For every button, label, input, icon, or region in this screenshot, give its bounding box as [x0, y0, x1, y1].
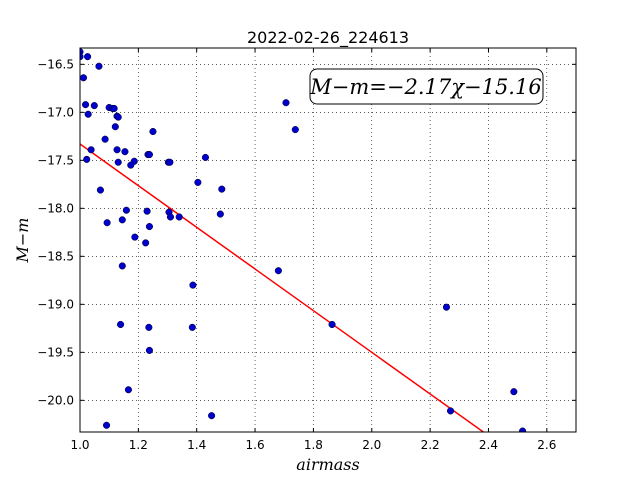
data-point — [114, 113, 122, 121]
chart-title: 2022-02-26_224613 — [247, 28, 409, 48]
data-point — [103, 421, 111, 429]
data-point — [510, 388, 518, 396]
legend-frame — [309, 68, 544, 105]
x-axis-label: airmass — [296, 455, 359, 474]
y-tick-label: −17.5 — [37, 153, 74, 167]
grid — [79, 48, 576, 432]
y-tick-label: −19.0 — [37, 297, 74, 311]
data-point — [145, 151, 153, 159]
data-point — [201, 153, 210, 161]
data-point — [121, 148, 129, 156]
fit-line-group — [80, 143, 485, 432]
data-point — [328, 320, 336, 329]
x-tick-label: 1.2 — [129, 438, 148, 452]
x-tick-label: 2.4 — [479, 438, 498, 452]
data-point — [519, 427, 527, 432]
x-tick-label: 2.2 — [421, 438, 440, 452]
data-point — [166, 213, 174, 221]
x-tick-label: 1.6 — [246, 438, 265, 452]
x-tick-label: 1.8 — [304, 438, 323, 452]
data-point — [166, 158, 174, 166]
data-point — [216, 210, 224, 218]
data-point — [117, 320, 125, 329]
data-point — [218, 185, 226, 193]
data-point — [84, 110, 92, 118]
data-point — [442, 303, 451, 311]
data-point — [114, 158, 122, 166]
axis-ticks: 1.0 1.2 1.4 1.6 1.8 2.0 2.2 2.4 2.6 −16.5 −17.0 −17… — [37, 48, 576, 452]
data-point — [175, 213, 183, 221]
data-point — [111, 123, 119, 131]
y-tick-label: −19.5 — [37, 345, 74, 359]
y-axis-label: M−m — [13, 218, 32, 264]
data-point — [122, 206, 130, 214]
data-point — [127, 161, 135, 169]
plot-frame — [79, 47, 577, 433]
data-point — [103, 219, 111, 227]
data-point — [282, 99, 290, 107]
data-point — [113, 146, 121, 154]
data-point — [81, 101, 90, 109]
data-point — [118, 262, 126, 270]
data-point — [110, 104, 118, 113]
y-tick-label: −18.5 — [37, 249, 74, 263]
data-points — [80, 48, 527, 432]
data-point — [143, 207, 151, 215]
y-tick-label: −16.5 — [37, 57, 74, 71]
data-point — [96, 186, 104, 194]
data-point — [274, 267, 282, 275]
data-point — [189, 281, 197, 289]
data-point — [101, 135, 109, 143]
plot-area — [80, 48, 527, 432]
legend-box: M−m=−2.17χ−15.16 — [309, 68, 544, 105]
x-tick-label: 1.0 — [70, 438, 89, 452]
data-point — [87, 146, 95, 154]
data-point — [83, 155, 91, 163]
fit-line — [80, 143, 485, 432]
y-tick-label: −17.0 — [37, 105, 74, 119]
x-tick-label: 2.0 — [362, 438, 381, 452]
data-point — [142, 239, 150, 247]
data-point — [124, 386, 132, 394]
data-point — [84, 53, 92, 61]
x-tick-label: 2.6 — [537, 438, 556, 452]
data-point — [446, 407, 455, 415]
data-point — [95, 62, 103, 70]
data-point — [118, 216, 126, 224]
x-tick-label: 1.4 — [187, 438, 206, 452]
data-point — [145, 346, 153, 354]
data-point — [145, 323, 153, 331]
data-point — [208, 412, 216, 420]
y-tick-label: −20.0 — [37, 393, 74, 407]
data-point — [145, 223, 153, 231]
data-point — [188, 323, 196, 331]
data-point — [80, 74, 88, 82]
data-point — [90, 102, 98, 110]
data-point — [149, 127, 157, 136]
y-tick-label: −18.0 — [37, 201, 74, 215]
fit-equation-label: M−m=−2.17χ−15.16 — [309, 75, 541, 99]
data-point — [131, 233, 139, 241]
data-point — [194, 178, 202, 186]
data-point — [291, 126, 299, 134]
data-point — [80, 53, 84, 61]
